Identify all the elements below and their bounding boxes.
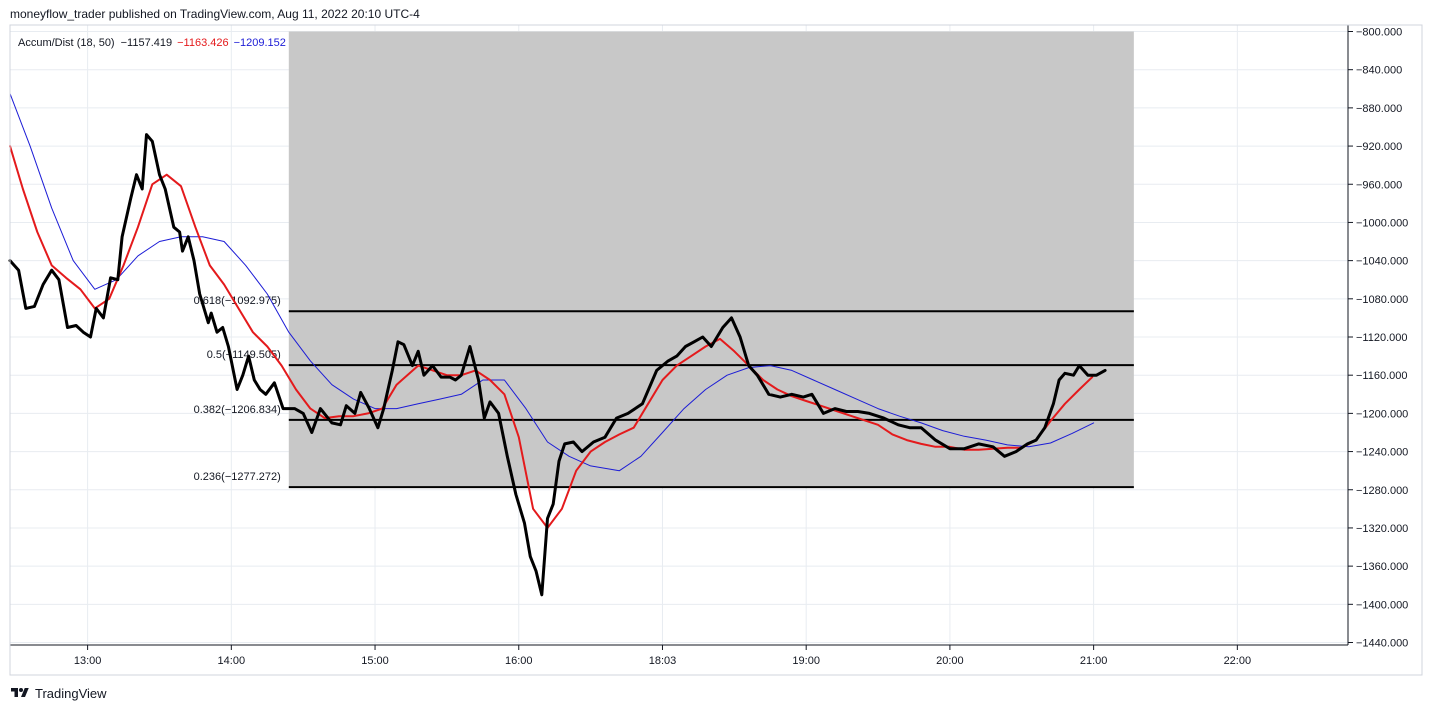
y-tick-label: −920.000 bbox=[1356, 141, 1402, 153]
price-axis[interactable]: −800.000 −840.000 −880.000 −920.000 −960.000… bbox=[1348, 27, 1408, 650]
y-tick-label: −1160.000 bbox=[1356, 370, 1408, 382]
y-tick-label: −1360.000 bbox=[1356, 561, 1408, 573]
chart-frame bbox=[9, 24, 1423, 676]
y-tick-label: −840.000 bbox=[1356, 65, 1402, 77]
series bbox=[8, 93, 1107, 597]
brand-name: TradingView bbox=[35, 685, 107, 701]
x-tick-label: 14:00 bbox=[218, 655, 246, 667]
time-axis[interactable]: 13:00 14:00 15:00 16:00 18:03 19:00 20:00 21:00… bbox=[74, 645, 1251, 667]
x-tick-label: 21:00 bbox=[1080, 655, 1108, 667]
series-line-accum-dist bbox=[8, 133, 1107, 597]
y-tick-label: −960.000 bbox=[1356, 179, 1402, 191]
y-tick-label: −1280.000 bbox=[1356, 485, 1408, 497]
publisher-line: moneyflow_trader published on TradingVie… bbox=[10, 7, 420, 21]
indicator-value-fast: −1163.426 bbox=[177, 37, 229, 49]
x-tick-label: 18:03 bbox=[649, 655, 677, 667]
x-tick-label: 15:00 bbox=[361, 655, 389, 667]
indicator-value-slow: −1209.152 bbox=[234, 37, 286, 49]
y-tick-label: −1240.000 bbox=[1356, 447, 1408, 459]
y-tick-label: −1400.000 bbox=[1356, 599, 1408, 611]
fib-level-label: 0.618(−1092.975) bbox=[194, 295, 281, 307]
series-line-ma-fast bbox=[9, 145, 1094, 529]
fib-level-label: 0.5(−1149.505) bbox=[207, 349, 281, 361]
y-tick-label: −1040.000 bbox=[1356, 256, 1408, 268]
indicator-value-ad: −1157.419 bbox=[121, 37, 173, 49]
y-tick-label: −1440.000 bbox=[1356, 638, 1408, 650]
fib-level-label: 0.382(−1206.834) bbox=[194, 404, 281, 416]
x-tick-label: 13:00 bbox=[74, 655, 102, 667]
y-tick-label: −1080.000 bbox=[1356, 294, 1408, 306]
x-tick-label: 20:00 bbox=[936, 655, 964, 667]
x-tick-label: 19:00 bbox=[792, 655, 820, 667]
x-tick-label: 22:00 bbox=[1224, 655, 1252, 667]
highlight-box bbox=[288, 31, 1134, 488]
indicator-name: Accum/Dist bbox=[18, 37, 74, 49]
tradingview-logo-icon bbox=[11, 688, 29, 697]
x-tick-label: 16:00 bbox=[505, 655, 533, 667]
y-tick-label: −800.000 bbox=[1356, 27, 1402, 39]
y-tick-label: −1000.000 bbox=[1356, 217, 1408, 229]
fib-levels: 0.618(−1092.975) 0.5(−1149.505) 0.382(−120… bbox=[194, 295, 1134, 489]
y-tick-label: −880.000 bbox=[1356, 103, 1402, 115]
indicator-params: (18, 50) bbox=[77, 37, 115, 49]
fib-level-label: 0.236(−1277.272) bbox=[194, 471, 281, 483]
footer: TradingView bbox=[10, 684, 107, 702]
indicator-legend: Accum/Dist (18, 50) −1157.419 −1163.426 −12… bbox=[18, 37, 286, 49]
y-tick-label: −1120.000 bbox=[1356, 332, 1408, 344]
y-tick-label: −1320.000 bbox=[1356, 523, 1408, 535]
y-tick-label: −1200.000 bbox=[1356, 408, 1408, 420]
